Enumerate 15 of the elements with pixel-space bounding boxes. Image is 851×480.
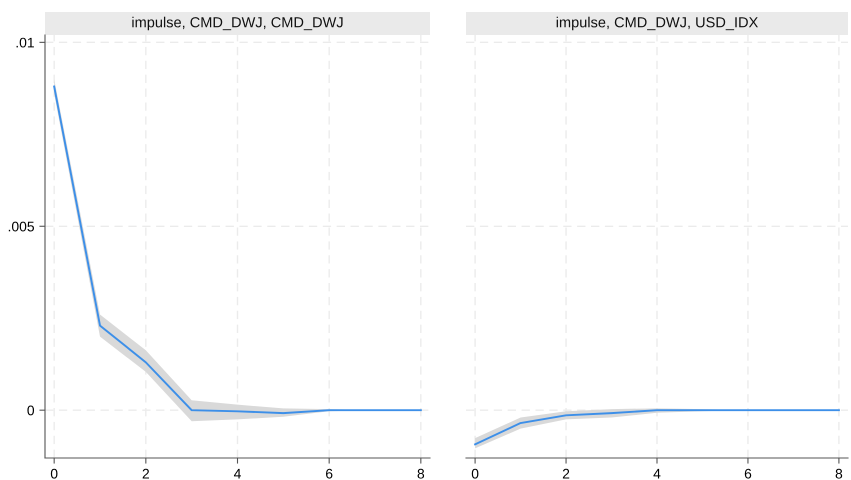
x-tick-label: 0 (50, 468, 58, 479)
x-tick-label: 6 (744, 468, 752, 479)
x-tick-label: 2 (142, 468, 149, 478)
chart-title: impulse, CMD_DWJ, USD_IDX (556, 16, 758, 30)
x-tick-label: 4 (234, 468, 241, 478)
x-tick-label: 4 (653, 468, 660, 478)
x-tick-label: 8 (418, 468, 424, 479)
y-tick-label: 0 (27, 406, 34, 416)
y-tick-label: .01 (16, 38, 34, 48)
x-tick-label: 2 (562, 468, 570, 478)
chart-title: impulse, CMD_DWJ, CMD_DWJ (132, 16, 343, 30)
x-tick-label: 0 (472, 468, 478, 479)
y-tick-label: .005 (8, 222, 34, 232)
x-tick-label: 8 (836, 468, 842, 479)
x-tick-label: 6 (326, 468, 332, 479)
